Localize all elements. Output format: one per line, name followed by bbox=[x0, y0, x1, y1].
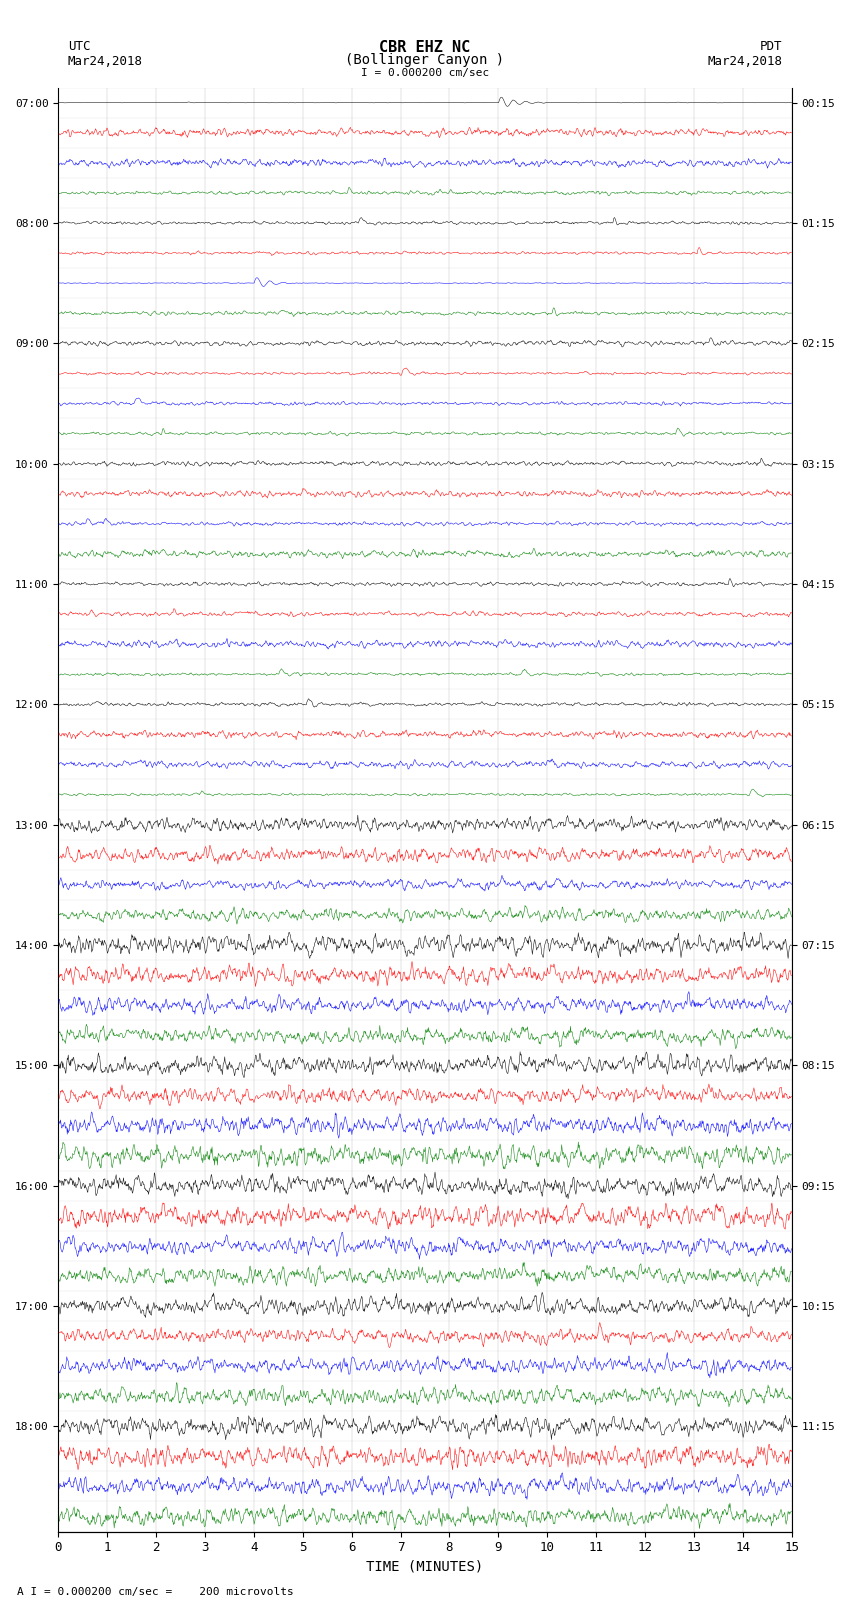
Text: I = 0.000200 cm/sec: I = 0.000200 cm/sec bbox=[361, 68, 489, 77]
Text: PDT
Mar24,2018: PDT Mar24,2018 bbox=[707, 40, 782, 68]
X-axis label: TIME (MINUTES): TIME (MINUTES) bbox=[366, 1560, 484, 1574]
Text: CBR EHZ NC: CBR EHZ NC bbox=[379, 40, 471, 55]
Text: A I = 0.000200 cm/sec =    200 microvolts: A I = 0.000200 cm/sec = 200 microvolts bbox=[17, 1587, 294, 1597]
Text: UTC
Mar24,2018: UTC Mar24,2018 bbox=[68, 40, 143, 68]
Text: (Bollinger Canyon ): (Bollinger Canyon ) bbox=[345, 53, 505, 68]
